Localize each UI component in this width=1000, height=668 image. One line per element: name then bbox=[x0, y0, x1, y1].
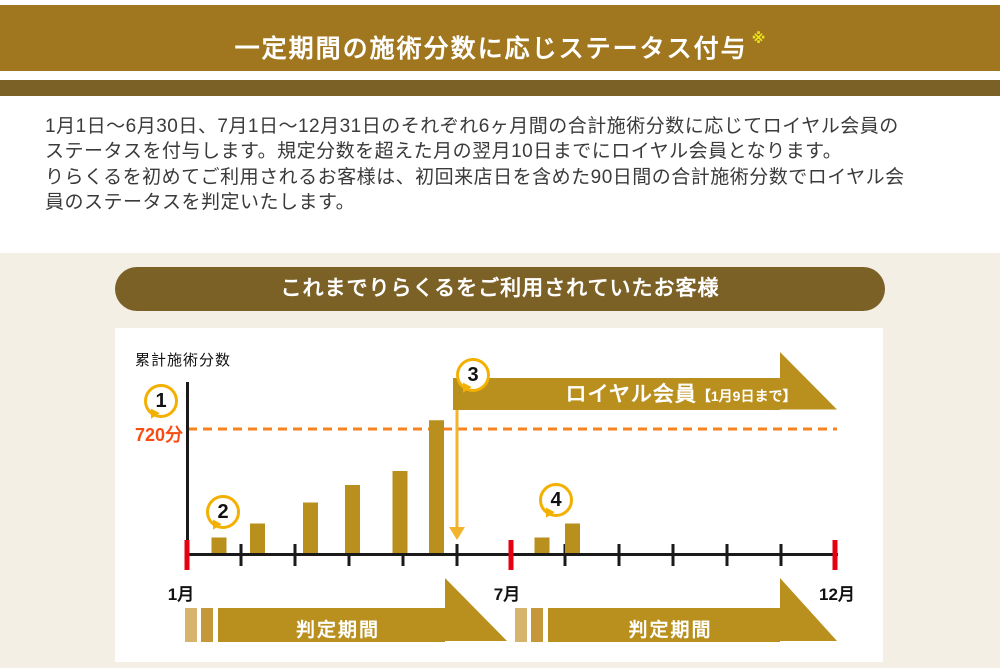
badge-2: 2 bbox=[206, 495, 240, 529]
interval-stripe-dark-1 bbox=[201, 608, 213, 642]
bar-1月〜6月累計-5 bbox=[392, 471, 408, 555]
interval-stripe-light-1 bbox=[185, 608, 197, 642]
badge-3: 3 bbox=[456, 358, 490, 392]
status-chart bbox=[184, 352, 838, 642]
y-axis-label: 累計施術分数 bbox=[135, 352, 232, 369]
royal-member-banner bbox=[453, 352, 837, 410]
judgement-banner-2 bbox=[548, 578, 837, 642]
judgement-period-label-2: 判定期間 bbox=[628, 620, 713, 641]
bar-1月〜6月累計-1 bbox=[211, 537, 227, 555]
bar-1月〜6月累計-3 bbox=[303, 502, 318, 555]
header-divider-stripe bbox=[0, 80, 1000, 96]
threshold-label: 720分 bbox=[134, 425, 183, 445]
month-label-jan: 1月 bbox=[167, 585, 195, 604]
badge-4: 4 bbox=[539, 483, 573, 517]
bar-7月〜累計-2 bbox=[565, 523, 580, 555]
page-title-text: 一定期間の施術分数に応じステータス付与 bbox=[234, 35, 748, 63]
month-label-dec: 12月 bbox=[819, 585, 855, 604]
badge-1: 1 bbox=[144, 384, 178, 418]
description-text: 1月1日〜6月30日、7月1日〜12月31日のそれぞれ6ヶ月間の合計施術分数に応… bbox=[45, 116, 905, 213]
bar-7月〜累計-1 bbox=[534, 537, 550, 555]
bar-1月〜6月累計-2 bbox=[250, 523, 265, 555]
down-arrow bbox=[449, 410, 465, 540]
title-asterisk: ※ bbox=[751, 30, 766, 46]
boundary-ticks bbox=[184, 540, 838, 570]
royal-banner-main: ロイヤル会員 bbox=[565, 383, 697, 406]
section-title: これまでりらくるをご利用されていたお客様 bbox=[280, 277, 720, 300]
judgement-period-label-1: 判定期間 bbox=[295, 620, 380, 641]
header-band: 一定期間の施術分数に応じステータス付与 ※ bbox=[0, 5, 1000, 71]
bar-1月〜6月累計-4 bbox=[345, 485, 360, 555]
royal-banner-note: 【1月9日まで】 bbox=[696, 388, 797, 404]
bars bbox=[211, 420, 580, 555]
interval-stripe-dark-2 bbox=[531, 608, 543, 642]
month-label-jul: 7月 bbox=[493, 585, 521, 604]
chart-panel: 累計施術分数 720分 1 2 3 4 ロイヤル会員【1月9日まで】 判定期間 … bbox=[115, 328, 883, 662]
royal-banner-label: ロイヤル会員【1月9日まで】 bbox=[521, 381, 841, 411]
section-pill: これまでりらくるをご利用されていたお客様 bbox=[115, 267, 885, 311]
page-title: 一定期間の施術分数に応じステータス付与 ※ bbox=[0, 5, 1000, 82]
interval-stripe-light-2 bbox=[515, 608, 527, 642]
bar-1月〜6月累計-6 bbox=[429, 420, 444, 555]
judgement-banner-1 bbox=[218, 578, 507, 642]
